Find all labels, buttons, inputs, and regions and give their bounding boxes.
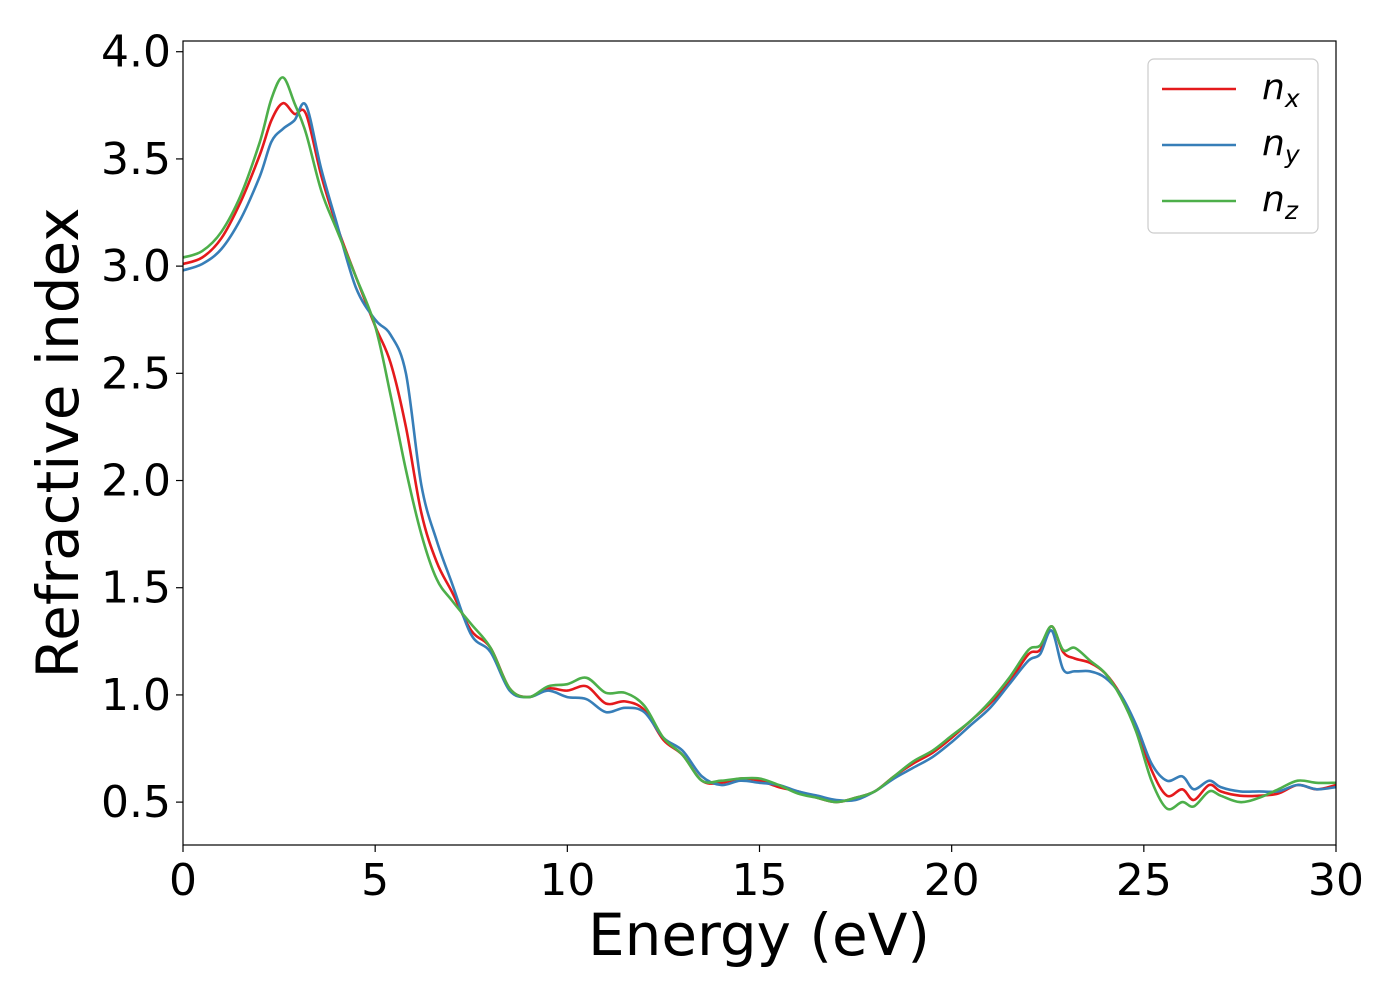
series-line-nz xyxy=(182,76,1337,811)
x-axis-ticks: 0 5 10 15 20 25 30 xyxy=(169,845,1364,906)
x-tick-label: 30 xyxy=(1308,855,1364,906)
x-tick-label: 20 xyxy=(924,855,980,906)
y-tick-label: 3.5 xyxy=(101,134,171,185)
x-tick-label: 0 xyxy=(169,855,197,906)
y-tick-label: 1.0 xyxy=(101,670,171,721)
y-tick-label: 2.0 xyxy=(101,456,171,507)
y-tick-label: 4.0 xyxy=(101,27,171,78)
y-tick-label: 1.5 xyxy=(101,563,171,614)
x-tick-label: 15 xyxy=(732,855,788,906)
legend: nx ny nz xyxy=(1147,58,1319,234)
series-line-ny xyxy=(182,102,1337,803)
legend-label-nx: nx xyxy=(1262,67,1300,113)
legend-label-ny: ny xyxy=(1262,123,1301,169)
y-tick-label: 2.5 xyxy=(101,348,171,399)
series-layer xyxy=(182,76,1337,811)
legend-label-nz: nz xyxy=(1262,179,1299,225)
x-tick-label: 5 xyxy=(361,855,389,906)
y-tick-label: 3.0 xyxy=(101,241,171,292)
x-tick-label: 10 xyxy=(539,855,595,906)
x-tick-label: 25 xyxy=(1116,855,1172,906)
y-tick-label: 0.5 xyxy=(101,777,171,828)
x-axis-label: Energy (eV) xyxy=(588,901,930,969)
y-axis-label: Refractive index xyxy=(24,207,92,678)
y-axis-ticks: 0.5 1.0 1.5 2.0 2.5 3.0 3.5 4.0 xyxy=(101,27,183,828)
